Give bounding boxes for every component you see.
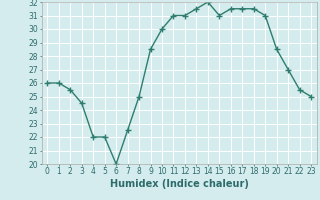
X-axis label: Humidex (Indice chaleur): Humidex (Indice chaleur) bbox=[110, 179, 249, 189]
